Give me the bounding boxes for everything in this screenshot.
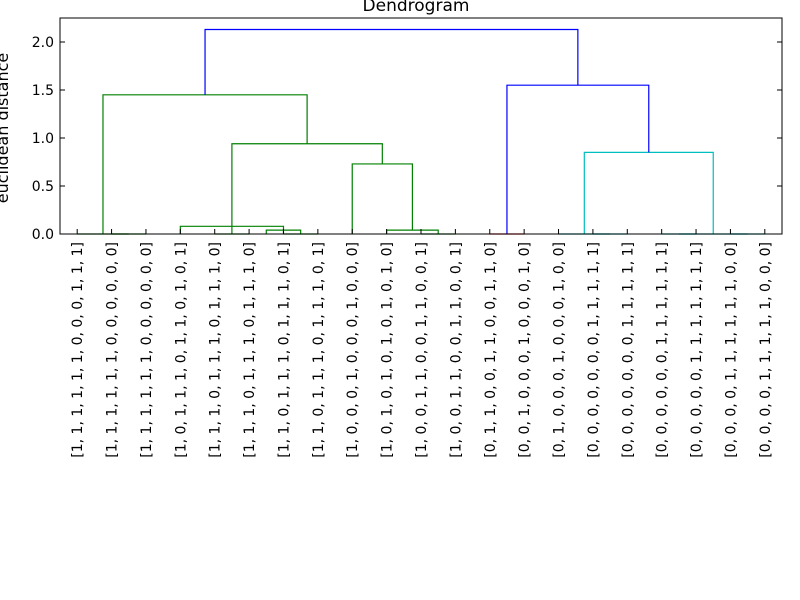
dendrogram-link-19 xyxy=(204,28,579,95)
y-tick-label: 1.5 xyxy=(32,83,54,99)
y-tick-label: 0.5 xyxy=(32,179,54,195)
x-tick-label: [1, 0, 0, 1, 1, 0, 0, 1, 1, 0, 0, 1] xyxy=(414,242,430,458)
x-tick-label: [1, 0, 1, 0, 1, 0, 1, 0, 1, 0, 1, 0] xyxy=(380,242,396,458)
x-tick-label: [0, 0, 0, 0, 1, 1, 1, 1, 1, 0, 0, 0] xyxy=(758,242,774,458)
x-tick-label: [1, 1, 1, 1, 1, 1, 0, 0, 0, 0, 0, 0] xyxy=(105,242,121,458)
x-tick-label: [1, 0, 0, 0, 1, 0, 0, 0, 1, 0, 0, 0] xyxy=(345,242,361,458)
chart-title: Dendrogram xyxy=(363,0,470,16)
x-tick-label: [1, 0, 1, 1, 1, 0, 1, 1, 0, 1, 0, 1] xyxy=(173,242,189,458)
x-tick-label: [1, 1, 0, 1, 1, 1, 0, 1, 1, 1, 0, 1] xyxy=(311,242,327,458)
x-tick-label: [0, 0, 0, 0, 0, 0, 0, 1, 1, 1, 1, 1] xyxy=(620,242,636,458)
x-tick-label: [0, 0, 0, 0, 1, 1, 1, 1, 1, 1, 0, 0] xyxy=(723,242,739,458)
dendrogram-links xyxy=(77,28,765,235)
y-axis-label: euclidean distance xyxy=(0,53,12,204)
x-tick-label: [1, 1, 0, 1, 1, 1, 0, 1, 1, 1, 0, 1] xyxy=(276,242,292,458)
dendrogram-link-17 xyxy=(583,151,714,234)
dendrogram-link-7 xyxy=(351,163,414,234)
dendrogram-link-8 xyxy=(231,143,383,234)
x-tick-label: [1, 1, 1, 0, 1, 1, 1, 0, 1, 1, 1, 0] xyxy=(208,242,224,458)
dendrogram-link-18 xyxy=(506,84,650,234)
y-axis-ticks: 0.0 0.5 1.0 1.5 2.0 xyxy=(32,35,782,243)
x-tick-label: [0, 0, 0, 0, 0, 0, 0, 1, 1, 1, 1, 1] xyxy=(586,242,602,458)
x-tick-label: [0, 0, 1, 0, 0, 0, 1, 0, 0, 0, 1, 0] xyxy=(517,242,533,458)
x-tick-label: [1, 1, 1, 0, 1, 1, 1, 0, 1, 1, 1, 0] xyxy=(242,242,258,458)
x-tick-label: [0, 0, 0, 0, 0, 0, 1, 1, 1, 1, 1, 1] xyxy=(655,242,671,458)
x-tick-label: [1, 1, 1, 1, 1, 1, 0, 0, 0, 0, 0, 0] xyxy=(139,242,155,458)
x-tick-label: [1, 0, 0, 1, 1, 0, 0, 1, 1, 0, 0, 1] xyxy=(448,242,464,458)
plot-frame xyxy=(59,17,783,235)
dendrogram-link-10 xyxy=(102,94,308,234)
x-axis-ticks: [1, 1, 1, 1, 1, 1, 0, 0, 0, 1, 1, 1] [1, … xyxy=(70,229,774,458)
y-tick-label: 1.0 xyxy=(32,131,54,147)
y-tick-label: 2.0 xyxy=(32,35,54,51)
y-tick-label: 0.0 xyxy=(32,227,54,243)
x-tick-label: [0, 1, 0, 0, 0, 1, 0, 0, 0, 1, 0, 0] xyxy=(552,242,568,458)
x-tick-label: [1, 1, 1, 1, 1, 1, 0, 0, 0, 1, 1, 1] xyxy=(70,242,86,458)
x-tick-label: [0, 1, 1, 0, 0, 1, 1, 0, 0, 1, 1, 0] xyxy=(483,242,499,458)
x-tick-label: [0, 0, 0, 0, 0, 1, 1, 1, 1, 1, 1, 1] xyxy=(689,242,705,458)
